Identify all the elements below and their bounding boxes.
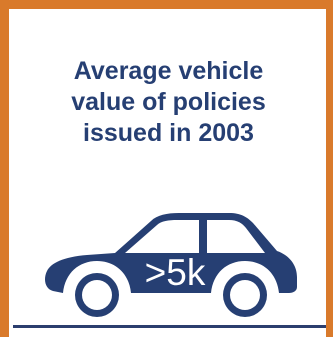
title-line-1: Average vehicle (73, 57, 264, 85)
title-line-3: issued in 2003 (83, 119, 254, 147)
title-line-2: value of policies (71, 88, 266, 116)
car-icon (39, 207, 299, 317)
bottom-divider (13, 325, 326, 328)
value-label: >5k (144, 252, 206, 293)
title: Average vehicle value of policies issued… (11, 56, 326, 149)
